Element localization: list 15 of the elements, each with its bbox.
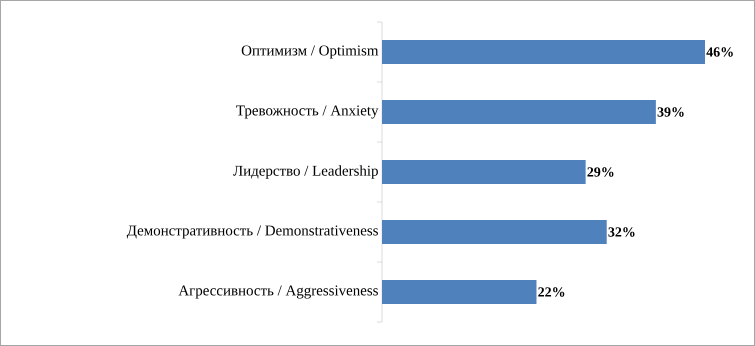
bar [382, 40, 706, 64]
data-label: 22% [538, 287, 564, 297]
data-label: 39% [658, 107, 684, 117]
data-label: 32% [608, 227, 634, 237]
bar [382, 100, 656, 124]
y-tick-label: Лидерство / Leadership [233, 165, 378, 179]
data-label: 29% [587, 167, 614, 177]
bar [382, 220, 607, 244]
y-tick-label: Агрессивность / Aggressiveness [178, 285, 378, 299]
bar [382, 160, 586, 184]
bar [382, 280, 536, 304]
data-label: 46% [706, 47, 733, 57]
y-tick-label: Тревожность / Anxiety [236, 105, 378, 119]
y-tick-label: Демонстративность / Demonstrativeness [126, 225, 378, 239]
y-tick-label: Оптимизм / Optimism [242, 45, 378, 59]
